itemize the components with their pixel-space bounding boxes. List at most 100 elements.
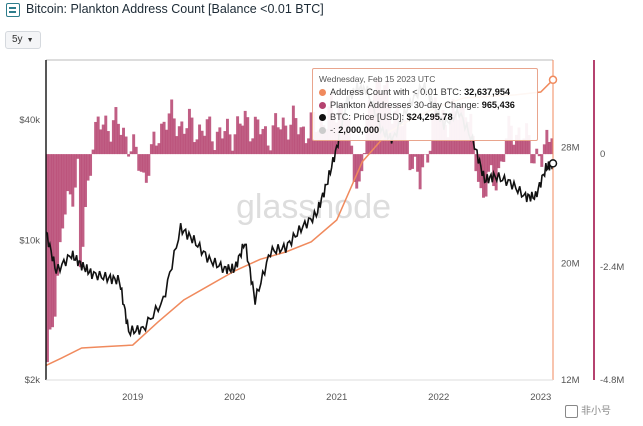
tooltip-date: Wednesday, Feb 15 2023 UTC [319,74,436,84]
caret-down-icon: ▼ [26,37,34,44]
change-bar [160,123,164,155]
change-bar [413,154,417,157]
change-bar [182,133,186,155]
change-bar [530,154,534,164]
change-bar [428,150,432,155]
change-bar [246,117,250,155]
change-bar [276,127,280,155]
change-bar [190,117,194,155]
change-bar [271,125,275,155]
change-bar [502,154,506,162]
change-bar [279,129,283,155]
change-bar [116,123,120,155]
change-bar [512,144,516,155]
change-bar [527,135,531,155]
tooltip-row-btc-price: BTC: Price [USD]: $24,295.78 [319,111,531,123]
change-bar [129,151,133,155]
change-bar [355,154,359,189]
change-bar [58,154,62,243]
change-bar [119,134,123,155]
hover-point-address-count [548,75,558,85]
change-bar [233,134,237,155]
change-bar [215,131,219,155]
axes-group: 2019 2020 2021 2022 2023 $2k $10k $40k 12M 20M 28M… [19,60,624,403]
change-bar [84,154,87,208]
price-tick-label: $2k [25,375,41,386]
change-bar [99,129,103,155]
address-count-tick-label: 12M [561,375,580,386]
change-bar [535,148,539,155]
change-bar [109,141,113,155]
change-bar [63,154,67,215]
change-bar [253,116,257,155]
change-bar [274,113,278,155]
address-count-tick-label: 20M [561,259,580,270]
change-bar [94,121,98,155]
source-logo-icon [565,404,578,418]
address-count-tick-label: 28M [561,142,580,153]
change-bar [537,154,541,157]
change-bar [231,150,234,155]
price-tick-label: $40k [19,115,40,126]
change-bar [134,146,138,155]
change-bar [172,118,176,155]
change-bar [195,139,199,155]
change-bar [542,144,546,155]
change-bar [474,154,478,172]
chart-title: Bitcoin: Plankton Address Count [Balance… [26,2,324,16]
change-bar [68,154,72,195]
change-bar [520,139,523,155]
change-bar [243,110,247,155]
change-bar [46,154,49,363]
change-bar [314,131,318,155]
change-bar [78,154,82,268]
tooltip-label: -: [330,124,336,135]
change-bar [170,99,174,155]
change-bar [114,107,118,155]
change-bar [522,138,526,155]
change-bar [142,154,146,173]
change-bar [155,145,158,155]
change-bar [241,125,245,155]
change-bar [289,124,293,155]
change-bar [291,105,295,155]
change-bar [86,154,90,181]
change-bar [281,117,285,155]
change-bar [492,154,496,187]
change-bar [76,154,80,159]
time-range-selector[interactable]: 5y ▼ [5,31,41,49]
legend-dot-btc-price [319,114,326,122]
change-tick-label: -4.8M [600,375,624,386]
change-bar [106,131,110,155]
change-bar [484,154,488,197]
change-bar [251,138,255,155]
change-bar [408,154,412,171]
change-bar [269,150,273,155]
change-bar [187,108,191,155]
change-bar [157,143,161,155]
change-bar [101,124,105,155]
x-tick-label: 2020 [224,392,245,403]
legend-dot-address-count [319,89,326,97]
change-bar [111,120,115,155]
change-bar [213,150,217,155]
change-bar [200,130,204,155]
change-bar [416,154,420,172]
change-bar [411,154,414,169]
change-bar [149,144,153,155]
change-bar [248,141,252,155]
legend-dot-30d-change [319,101,326,109]
change-bars-group [46,78,554,363]
tooltip-label: BTC: Price [USD]: [330,112,405,123]
price-tick-label: $10k [19,235,40,246]
btc-price-line [45,82,554,338]
change-bar [550,138,554,155]
change-bar [180,121,184,155]
change-bar [198,124,202,155]
tooltip-value: 965,436 [481,99,515,110]
change-bar [418,154,422,190]
change-bar [499,154,503,162]
change-bar [504,138,508,155]
change-bar [266,145,270,155]
